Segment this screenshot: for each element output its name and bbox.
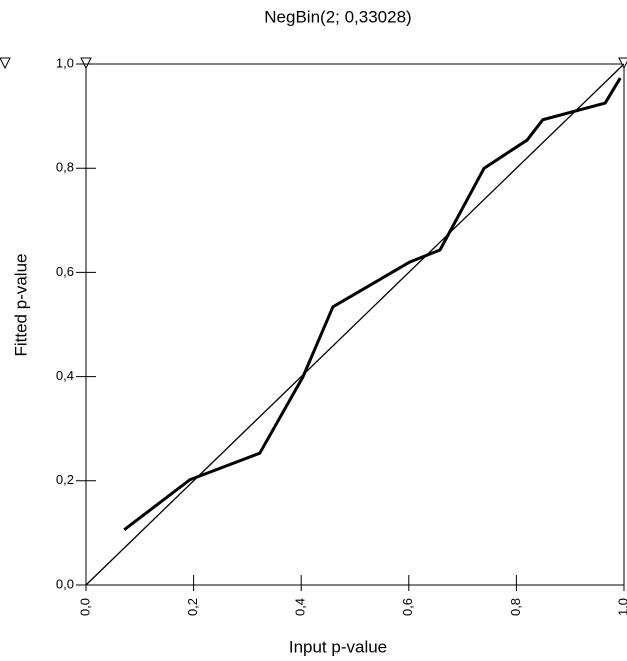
x-tick-label: 1,0 (615, 598, 627, 616)
x-tick-label: 0,0 (77, 598, 92, 616)
x-tick-label: 0,4 (293, 598, 308, 616)
x-axis-label: Input p-value (289, 637, 387, 656)
x-tick-label: 0,6 (400, 598, 415, 616)
x-tick-label: 0,8 (508, 598, 523, 616)
reference-line (85, 63, 625, 586)
slider-marker (618, 57, 627, 70)
x-tick-label: 0,2 (185, 598, 200, 616)
y-tick-label: 0,2 (56, 472, 74, 487)
plot-frame (85, 63, 625, 586)
y-tick-label: 0,4 (56, 368, 74, 383)
slider-marker (0, 57, 11, 70)
y-tick-label: 0,0 (56, 576, 74, 591)
slider-marker (80, 57, 92, 70)
data-line (123, 77, 622, 531)
y-axis-label: Fitted p-value (11, 254, 30, 357)
chart-title: NegBin(2; 0,33028) (264, 7, 411, 26)
y-tick-label: 0,8 (56, 160, 74, 175)
y-tick-label: 1,0 (56, 55, 74, 70)
y-tick-label: 0,6 (56, 264, 74, 279)
